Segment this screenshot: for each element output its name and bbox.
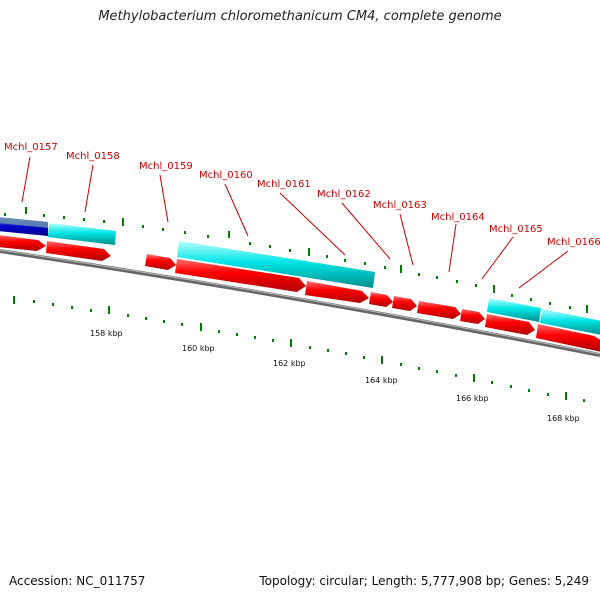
kbp-label: 158 kbp: [90, 329, 123, 338]
topology-text: Topology: circular; Length: 5,777,908 bp…: [259, 574, 589, 588]
upper-tick-row: [4, 207, 588, 313]
cds-arrow[interactable]: [392, 296, 417, 311]
gene-label-mchl-0159[interactable]: Mchl_0159: [139, 161, 193, 172]
kbp-label: 162 kbp: [273, 359, 306, 368]
feature-block[interactable]: [540, 309, 600, 335]
kbp-labels: 158 kbp 160 kbp 162 kbp 164 kbp 166 kbp …: [90, 329, 580, 423]
kbp-label: 160 kbp: [182, 344, 215, 353]
gene-label-mchl-0158[interactable]: Mchl_0158: [66, 151, 120, 162]
genome-backbone-highlight: [0, 249, 600, 355]
cds-arrow[interactable]: [0, 235, 46, 251]
gene-label-mchl-0163[interactable]: Mchl_0163: [373, 200, 427, 211]
cds-arrow[interactable]: [175, 259, 306, 292]
cds-arrow[interactable]: [369, 292, 393, 307]
feature-block[interactable]: [48, 223, 116, 245]
lower-tick-row: [13, 296, 585, 402]
cds-arrow[interactable]: [536, 324, 600, 352]
feature-block[interactable]: [487, 298, 541, 322]
kbp-label: 166 kbp: [456, 394, 489, 403]
gene-label-mchl-0166[interactable]: Mchl_0166: [547, 237, 600, 248]
cds-arrow[interactable]: [145, 254, 176, 270]
gene-label-mchl-0164[interactable]: Mchl_0164: [431, 212, 485, 223]
gene-label-mchl-0160[interactable]: Mchl_0160: [199, 170, 253, 181]
gene-labels: Mchl_0157 Mchl_0158 Mchl_0159 Mchl_0160 …: [4, 142, 600, 248]
feature-track: [0, 217, 600, 335]
cds-track: [0, 235, 600, 352]
map-title: Methylobacterium chloromethanicum CM4, c…: [98, 9, 502, 24]
feature-block[interactable]: [0, 217, 48, 228]
genome-backbone: [0, 249, 600, 357]
cds-arrow[interactable]: [305, 281, 369, 303]
gene-label-mchl-0162[interactable]: Mchl_0162: [317, 189, 371, 200]
accession-text: Accession: NC_011757: [9, 574, 146, 588]
gene-label-mchl-0161[interactable]: Mchl_0161: [257, 179, 311, 190]
gene-label-mchl-0157[interactable]: Mchl_0157: [4, 142, 58, 153]
gene-label-leaders: [21, 156, 569, 289]
feature-block[interactable]: [177, 241, 375, 288]
gene-label-mchl-0165[interactable]: Mchl_0165: [489, 224, 543, 235]
cds-arrow[interactable]: [46, 241, 111, 261]
kbp-label: 164 kbp: [365, 376, 398, 385]
cds-arrow[interactable]: [460, 309, 485, 324]
cds-arrow[interactable]: [417, 301, 461, 319]
kbp-label: 168 kbp: [547, 414, 580, 423]
cds-arrow[interactable]: [485, 314, 535, 335]
